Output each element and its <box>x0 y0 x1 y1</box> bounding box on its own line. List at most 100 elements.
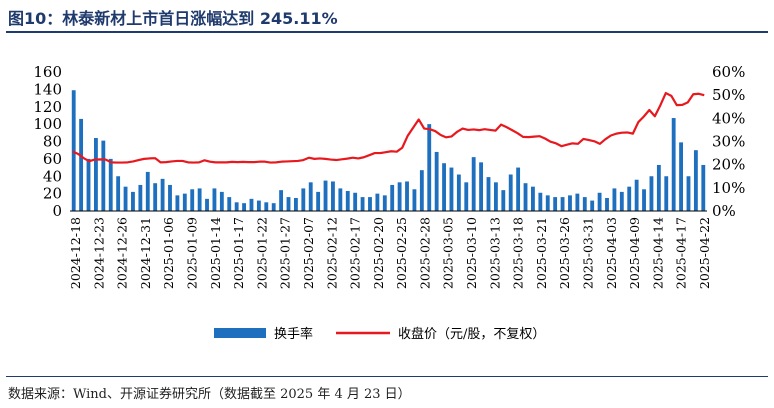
x-tick-label: 2025-04-03 <box>604 217 619 289</box>
turnover-bar <box>160 178 165 211</box>
x-tick-label: 2025-02-12 <box>324 217 339 289</box>
turnover-bars <box>71 90 706 212</box>
y-right-tick-label: 40% <box>712 109 745 127</box>
turnover-bar <box>168 184 172 211</box>
y-right-tick-labels: 0% 10% 20% 30% 40% 50% 60% <box>712 63 745 220</box>
turnover-bar <box>264 202 269 211</box>
turnover-bar <box>605 197 609 211</box>
chart-title: 图10：林泰新材上市首日涨幅达到 245.11% <box>8 9 338 28</box>
turnover-bar <box>145 171 150 211</box>
x-tick-label: 2025-01-27 <box>278 217 293 289</box>
turnover-bar <box>175 195 180 211</box>
turnover-bar <box>242 203 246 211</box>
turnover-bar <box>79 118 84 211</box>
source-rule <box>6 376 768 377</box>
y-right-tick-label: 50% <box>712 86 745 104</box>
turnover-bar <box>360 197 365 211</box>
y-left-tick-label: 80 <box>43 133 62 151</box>
x-tick-label: 2025-03-21 <box>534 217 549 289</box>
turnover-bar <box>545 195 550 211</box>
turnover-bar <box>671 118 676 211</box>
turnover-bar <box>419 170 424 211</box>
turnover-bar <box>701 164 706 211</box>
x-tick-label: 2025-01-17 <box>231 217 246 289</box>
y-right-tick-label: 0% <box>712 202 736 220</box>
x-tick-label: 2025-03-26 <box>557 217 572 289</box>
y-right-tick-label: 60% <box>712 63 745 81</box>
y-left-tick-label: 40 <box>43 167 62 185</box>
x-tick-label: 2025-04-14 <box>650 217 665 289</box>
turnover-bar <box>434 151 439 211</box>
x-tick-label: 2025-02-17 <box>348 217 363 289</box>
y-left-tick-label: 120 <box>33 98 62 116</box>
y-left-tick-label: 140 <box>33 80 62 98</box>
turnover-bar <box>234 202 239 211</box>
turnover-bar <box>368 197 372 211</box>
title-rule <box>6 31 768 33</box>
turnover-bar <box>375 193 380 212</box>
turnover-bar <box>293 197 298 211</box>
x-tick-label: 2025-02-20 <box>371 217 386 289</box>
x-tick-label: 2025-03-18 <box>511 217 526 289</box>
turnover-bar <box>116 176 121 211</box>
turnover-bar <box>338 188 343 211</box>
x-tick-label: 2025-03-13 <box>487 217 502 289</box>
turnover-bar <box>568 195 572 211</box>
turnover-bar <box>619 191 624 211</box>
turnover-bar <box>664 176 669 211</box>
turnover-bar <box>197 188 202 211</box>
close-price-line <box>72 91 705 164</box>
x-tick-label: 2024-12-31 <box>138 217 153 289</box>
turnover-bar <box>449 167 454 211</box>
turnover-bar <box>153 183 158 211</box>
y-left-tick-label: 160 <box>33 63 62 81</box>
legend-bar-label: 换手率 <box>274 326 313 342</box>
y-right-tick-label: 30% <box>712 133 745 151</box>
x-tick-label: 2025-01-14 <box>208 217 223 289</box>
turnover-bar <box>86 158 91 212</box>
turnover-bar <box>531 186 535 211</box>
turnover-bar <box>219 191 224 211</box>
turnover-bar <box>331 181 335 211</box>
turnover-bar <box>279 190 284 211</box>
turnover-bar <box>101 140 106 211</box>
turnover-bar <box>205 198 209 211</box>
turnover-bar <box>316 191 321 211</box>
y-left-tick-label: 100 <box>33 115 62 133</box>
turnover-bar <box>227 197 232 211</box>
x-tick-label: 2025-04-17 <box>674 217 689 289</box>
y-left-tick-label: 60 <box>43 150 62 168</box>
turnover-bar <box>679 142 683 211</box>
turnover-bar <box>271 203 276 211</box>
turnover-bar <box>560 197 565 211</box>
turnover-bar <box>249 198 254 211</box>
turnover-bar <box>634 179 639 211</box>
x-tick-label: 2025-02-07 <box>301 217 316 289</box>
x-tick-label: 2025-02-25 <box>394 217 409 289</box>
x-tick-label: 2024-12-18 <box>68 217 83 289</box>
turnover-bar <box>612 188 617 211</box>
turnover-bar <box>493 182 498 211</box>
turnover-bar <box>516 167 521 211</box>
turnover-bar <box>442 163 446 211</box>
turnover-bar <box>397 182 402 211</box>
turnover-bar <box>575 193 580 212</box>
turnover-bar <box>94 138 98 211</box>
turnover-bar <box>405 181 409 211</box>
turnover-bar <box>131 191 135 211</box>
turnover-bar <box>508 174 513 211</box>
turnover-bar <box>182 193 187 212</box>
turnover-bar <box>71 90 76 211</box>
y-right-tick-label: 20% <box>712 156 745 174</box>
x-tick-label: 2024-12-26 <box>115 217 130 289</box>
turnover-bar <box>412 189 417 211</box>
x-tick-label: 2025-03-31 <box>581 217 596 289</box>
turnover-bar <box>642 189 646 211</box>
legend: 换手率 收盘价（元/股，不复权） <box>214 326 545 342</box>
turnover-bar <box>212 188 217 211</box>
turnover-bar <box>138 184 143 211</box>
turnover-bar <box>308 182 313 211</box>
turnover-bar <box>345 191 350 211</box>
turnover-bar <box>538 192 543 211</box>
